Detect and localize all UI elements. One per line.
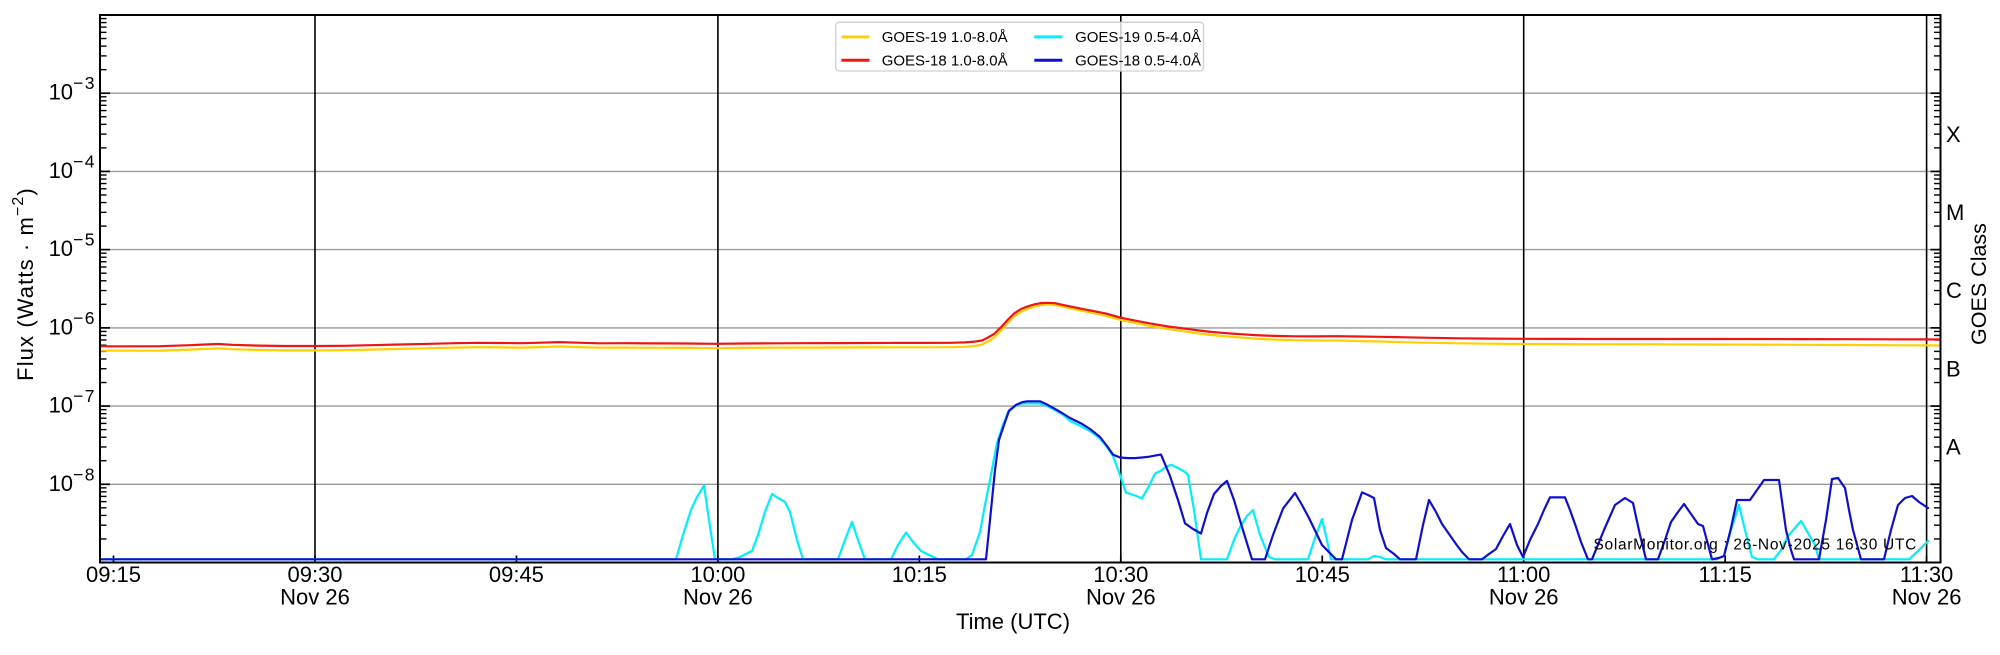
svg-text:C: C [1946,278,1962,303]
svg-text:10:30: 10:30 [1093,562,1148,587]
svg-text:GOES-18 0.5-4.0Å: GOES-18 0.5-4.0Å [1075,52,1201,69]
svg-text:09:30: 09:30 [287,562,342,587]
svg-text:GOES Class: GOES Class [1967,223,1991,345]
svg-text:10:45: 10:45 [1295,562,1350,587]
svg-text:GOES-19 1.0-8.0Å: GOES-19 1.0-8.0Å [882,29,1008,46]
svg-text:11:30: 11:30 [1900,562,1953,587]
svg-text:Flux (Watts · m−2): Flux (Watts · m−2) [10,187,38,381]
svg-text:Nov 26: Nov 26 [1086,585,1156,610]
svg-text:Nov 26: Nov 26 [1489,585,1559,610]
svg-text:GOES-19 0.5-4.0Å: GOES-19 0.5-4.0Å [1075,29,1201,46]
svg-text:10:00: 10:00 [690,562,745,587]
svg-text:11:00: 11:00 [1497,562,1550,587]
svg-text:M: M [1946,200,1964,225]
svg-text:09:45: 09:45 [489,562,544,587]
svg-text:GOES-18 1.0-8.0Å: GOES-18 1.0-8.0Å [882,52,1008,69]
svg-text:X: X [1946,122,1961,147]
svg-text:09:15: 09:15 [86,562,141,587]
svg-text:Time (UTC): Time (UTC) [956,609,1070,634]
svg-text:A: A [1946,435,1961,460]
svg-text:10:15: 10:15 [892,562,947,587]
svg-text:B: B [1946,357,1961,382]
svg-text:Nov 26: Nov 26 [683,585,753,610]
svg-text:Nov 26: Nov 26 [280,585,350,610]
svg-text:11:15: 11:15 [1698,562,1751,587]
svg-text:SolarMonitor.org : 26-Nov-2025: SolarMonitor.org : 26-Nov-2025 16:30 UTC [1593,536,1917,553]
svg-text:Nov 26: Nov 26 [1892,585,1962,610]
